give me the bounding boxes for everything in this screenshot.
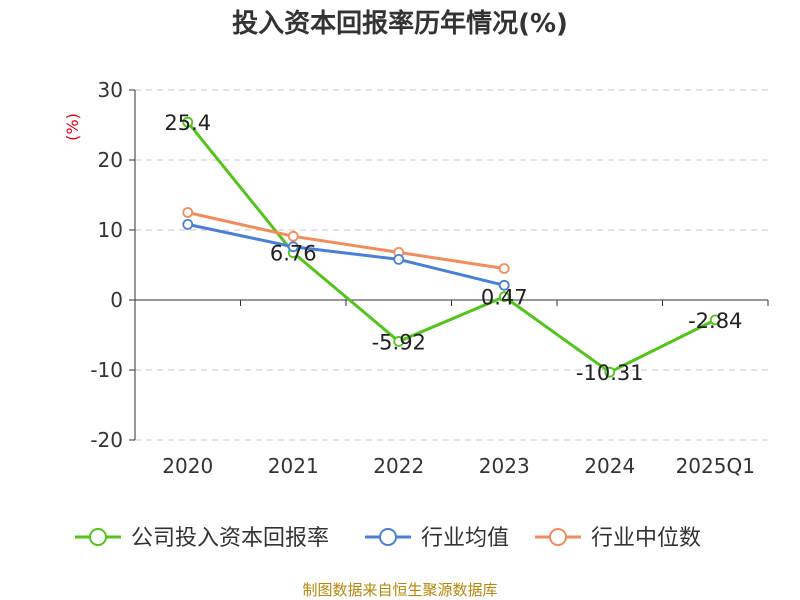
y-tick-label-1: 20 <box>98 148 123 172</box>
axes <box>129 89 769 441</box>
x-tick-label-3: 2023 <box>479 454 530 478</box>
data-label-0: 25.4 <box>164 111 211 135</box>
legend-marker-2 <box>549 528 567 546</box>
data-label-3: 0.47 <box>481 286 528 310</box>
legend: 公司投入资本回报率 行业均值 行业中位数 <box>75 526 701 551</box>
series-line-2 <box>187 211 505 270</box>
x-tick-label-4: 2024 <box>584 454 635 478</box>
data-label-5: -2.84 <box>688 309 742 333</box>
data-label-2: -5.92 <box>372 330 426 354</box>
y-tick-label-4: -10 <box>90 358 123 382</box>
legend-marker-1 <box>379 528 397 546</box>
point-1-0 <box>182 218 194 230</box>
x-tick-label-0: 2020 <box>162 454 213 478</box>
series-line-1 <box>187 222 505 287</box>
series-line-0 <box>186 121 716 374</box>
point-2-0 <box>182 207 194 218</box>
point-0-2 <box>393 336 405 347</box>
source-note: 制图数据来自恒生聚源数据库 <box>302 581 497 599</box>
y-axis-label: (%) <box>63 113 82 141</box>
point-0-3 <box>498 291 510 303</box>
point-2-1 <box>287 230 299 242</box>
y-tick-labels: 30 20 10 0 -10 -20 <box>90 78 123 452</box>
legend-marker-0 <box>89 528 107 546</box>
point-0-0 <box>182 116 194 128</box>
legend-label-0: 公司投入资本回报率 <box>131 526 329 551</box>
y-tick-label-0: 30 <box>98 78 123 102</box>
point-1-2 <box>393 253 405 265</box>
data-label-1: 6.76 <box>270 242 317 266</box>
y-tick-label-5: -20 <box>90 428 123 452</box>
point-0-4 <box>604 366 616 378</box>
x-tick-label-5: 2025Q1 <box>676 454 755 478</box>
x-tick-label-2: 2022 <box>373 454 424 478</box>
point-1-1 <box>287 241 299 253</box>
x-tick-label-1: 2021 <box>268 454 319 478</box>
point-1-3 <box>498 279 510 291</box>
legend-label-1: 行业均值 <box>421 526 509 551</box>
point-2-3 <box>498 263 510 274</box>
grid-lines <box>135 89 768 441</box>
x-tick-labels: 2020 2021 2022 2023 2024 2025Q1 <box>162 454 755 478</box>
point-0-5 <box>709 314 721 326</box>
chart-title: 投入资本回报率历年情况(%) <box>232 8 568 39</box>
y-tick-label-3: 0 <box>110 288 123 312</box>
series-lines <box>182 116 721 378</box>
legend-label-2: 行业中位数 <box>591 526 701 551</box>
data-labels: 25.4 6.76 -5.92 0.47 -10.31 -2.84 <box>164 111 742 385</box>
y-tick-label-2: 10 <box>98 218 123 242</box>
data-label-4: -10.31 <box>576 361 644 385</box>
